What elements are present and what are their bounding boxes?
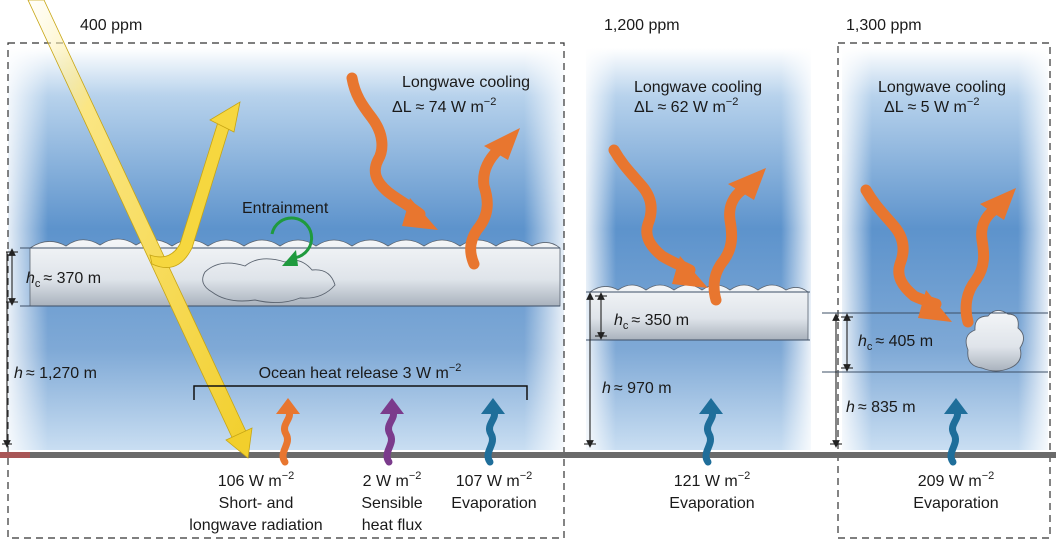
frame-400 — [7, 42, 565, 539]
ppm-1300: 1,300 ppm — [846, 17, 922, 34]
ppm-1200: 1,200 ppm — [604, 17, 680, 34]
flux-name-sensible-1: Sensible — [361, 495, 422, 512]
surface-flux-arrows — [276, 398, 968, 466]
flux-value-evap-1300: 209 W m−2 — [918, 470, 995, 490]
sky-panel-1300 — [842, 48, 1048, 450]
longwave-title-1200: Longwave cooling — [634, 79, 762, 96]
frame-1300 — [837, 42, 1051, 539]
ground-line — [0, 452, 1056, 458]
flux-name-radiation-1: Short- and — [219, 495, 294, 512]
flux-value-radiation: 106 W m−2 — [218, 470, 295, 490]
sky-panel-1200 — [586, 48, 811, 450]
cloud-layer-400 — [29, 238, 561, 307]
longwave-title-1300: Longwave cooling — [878, 79, 1006, 96]
flux-name-evap-400: Evaporation — [451, 495, 536, 512]
delta-l-1300: ΔL ≈ 5 W m−2 — [884, 96, 979, 116]
flux-value-sensible: 2 W m−2 — [363, 470, 422, 490]
longwave-title-400: Longwave cooling — [402, 74, 530, 91]
ocean-heat-bracket — [193, 385, 528, 400]
h-label-1300: h ≈ 835 m — [846, 399, 916, 416]
delta-l-400: ΔL ≈ 74 W m−2 — [392, 96, 496, 116]
longwave-arrows — [346, 72, 1016, 328]
flux-name-sensible-2: heat flux — [362, 517, 422, 534]
flux-value-evap-400: 107 W m−2 — [456, 470, 533, 490]
flux-name-evap-1200: Evaporation — [669, 495, 754, 512]
h-label-1200: h ≈ 970 m — [602, 380, 672, 397]
hc-label-1200: hc ≈ 350 m — [614, 312, 689, 332]
sun-ray — [27, 0, 253, 459]
cloud-layer-1200 — [589, 284, 809, 341]
flux-name-radiation-2: longwave radiation — [189, 517, 322, 534]
delta-l-1200: ΔL ≈ 62 W m−2 — [634, 96, 738, 116]
h-label-400: h ≈ 1,270 m — [14, 365, 97, 382]
entrainment-label: Entrainment — [242, 200, 329, 217]
hc-label-400: hc ≈ 370 m — [26, 270, 101, 290]
entrainment-icon — [270, 216, 314, 266]
height-arrows — [2, 248, 853, 448]
flux-value-evap-1200: 121 W m−2 — [674, 470, 751, 490]
cumulus-cloud-1300 — [965, 310, 1024, 372]
ocean-heat-label: Ocean heat release 3 W m−2 — [259, 362, 462, 382]
hc-label-1300: hc ≈ 405 m — [858, 333, 933, 353]
ppm-400: 400 ppm — [80, 17, 142, 34]
flux-name-evap-1300: Evaporation — [913, 495, 998, 512]
